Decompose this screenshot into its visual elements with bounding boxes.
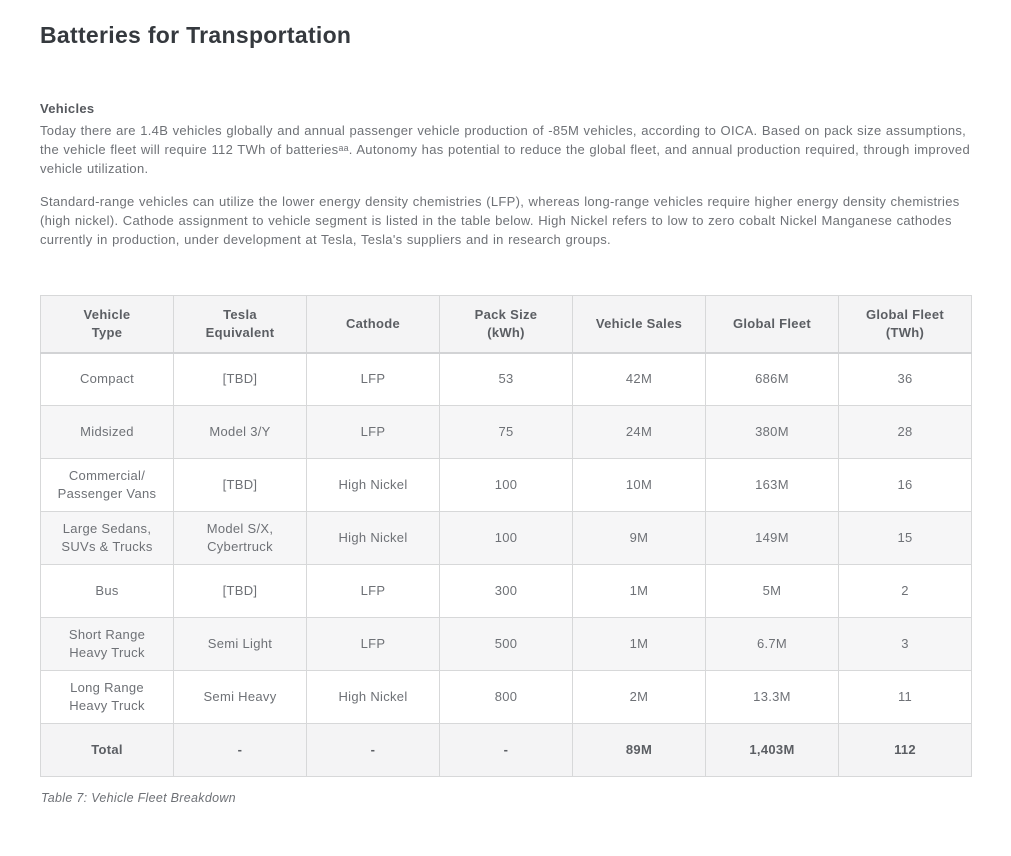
cell-pack-size: 300 <box>439 564 573 618</box>
cell-vehicle-sales: 2M <box>572 670 706 724</box>
column-header-cathode: Cathode <box>306 295 440 354</box>
cell-vehicle-type: Total <box>40 723 174 777</box>
cell-cathode: High Nickel <box>306 458 440 512</box>
cell-pack-size: 100 <box>439 458 573 512</box>
cell-vehicle-type: Short Range Heavy Truck <box>40 617 174 671</box>
cell-tesla-equivalent: [TBD] <box>173 458 307 512</box>
cell-global-fleet: 5M <box>705 564 839 618</box>
document-page: Batteries for Transportation Vehicles To… <box>0 22 1011 856</box>
paragraph-chemistry-assignment: Standard-range vehicles can utilize the … <box>40 194 960 247</box>
cell-pack-size: 800 <box>439 670 573 724</box>
cell-global-fleet: 380M <box>705 405 839 459</box>
section-heading-vehicles: Vehicles <box>40 101 95 116</box>
cell-global-fleet-twh: 11 <box>838 670 972 724</box>
table-row-large-sedans-suvs-trucks: Large Sedans, SUVs & Trucks Model S/X, C… <box>40 511 972 565</box>
table-caption: Table 7: Vehicle Fleet Breakdown <box>41 791 236 805</box>
cell-global-fleet-twh: 3 <box>838 617 972 671</box>
cell-pack-size: 53 <box>439 352 573 406</box>
cell-cathode: High Nickel <box>306 670 440 724</box>
cell-vehicle-sales: 1M <box>572 617 706 671</box>
table-header-row: Vehicle Type Tesla Equivalent Cathode Pa… <box>40 295 972 354</box>
cell-cathode: LFP <box>306 617 440 671</box>
column-header-vehicle-type: Vehicle Type <box>40 295 174 354</box>
table-row-bus: Bus [TBD] LFP 300 1M 5M 2 <box>40 564 972 618</box>
cell-pack-size: 100 <box>439 511 573 565</box>
column-header-global-fleet: Global Fleet <box>705 295 839 354</box>
table-row-total: Total - - - 89M 1,403M 112 <box>40 723 972 777</box>
cell-vehicle-sales: 89M <box>572 723 706 777</box>
cell-vehicle-sales: 24M <box>572 405 706 459</box>
cell-global-fleet: 1,403M <box>705 723 839 777</box>
cell-tesla-equivalent: [TBD] <box>173 352 307 406</box>
cell-cathode: - <box>306 723 440 777</box>
cell-vehicle-type: Commercial/ Passenger Vans <box>40 458 174 512</box>
cell-pack-size: 75 <box>439 405 573 459</box>
cell-tesla-equivalent: Model S/X, Cybertruck <box>173 511 307 565</box>
cell-cathode: LFP <box>306 352 440 406</box>
cell-vehicle-sales: 42M <box>572 352 706 406</box>
cell-global-fleet: 163M <box>705 458 839 512</box>
table-row-commercial-passenger-vans: Commercial/ Passenger Vans [TBD] High Ni… <box>40 458 972 512</box>
column-header-vehicle-sales: Vehicle Sales <box>572 295 706 354</box>
cell-global-fleet-twh: 36 <box>838 352 972 406</box>
cell-vehicle-type: Large Sedans, SUVs & Trucks <box>40 511 174 565</box>
cell-pack-size: 500 <box>439 617 573 671</box>
paragraph-vehicles-overview: Today there are 1.4B vehicles globally a… <box>40 123 970 176</box>
cell-vehicle-type: Compact <box>40 352 174 406</box>
cell-global-fleet: 686M <box>705 352 839 406</box>
cell-tesla-equivalent: Semi Light <box>173 617 307 671</box>
cell-global-fleet-twh: 112 <box>838 723 972 777</box>
table-row-compact: Compact [TBD] LFP 53 42M 686M 36 <box>40 352 972 406</box>
cell-tesla-equivalent: Model 3/Y <box>173 405 307 459</box>
cell-vehicle-type: Bus <box>40 564 174 618</box>
cell-pack-size: - <box>439 723 573 777</box>
cell-tesla-equivalent: Semi Heavy <box>173 670 307 724</box>
cell-global-fleet: 13.3M <box>705 670 839 724</box>
cell-global-fleet-twh: 2 <box>838 564 972 618</box>
cell-global-fleet-twh: 16 <box>838 458 972 512</box>
table-row-short-range-heavy-truck: Short Range Heavy Truck Semi Light LFP 5… <box>40 617 972 671</box>
column-header-tesla-equivalent: Tesla Equivalent <box>173 295 307 354</box>
cell-tesla-equivalent: - <box>173 723 307 777</box>
table-row-midsized: Midsized Model 3/Y LFP 75 24M 380M 28 <box>40 405 972 459</box>
cell-cathode: LFP <box>306 564 440 618</box>
page-title: Batteries for Transportation <box>40 22 352 48</box>
cell-vehicle-sales: 9M <box>572 511 706 565</box>
cell-vehicle-type: Long Range Heavy Truck <box>40 670 174 724</box>
cell-vehicle-type: Midsized <box>40 405 174 459</box>
cell-global-fleet-twh: 28 <box>838 405 972 459</box>
vehicle-fleet-table: Vehicle Type Tesla Equivalent Cathode Pa… <box>40 295 972 777</box>
cell-global-fleet-twh: 15 <box>838 511 972 565</box>
cell-global-fleet: 149M <box>705 511 839 565</box>
column-header-global-fleet-twh: Global Fleet (TWh) <box>838 295 972 354</box>
cell-cathode: LFP <box>306 405 440 459</box>
column-header-pack-size: Pack Size (kWh) <box>439 295 573 354</box>
cell-vehicle-sales: 10M <box>572 458 706 512</box>
cell-tesla-equivalent: [TBD] <box>173 564 307 618</box>
table-row-long-range-heavy-truck: Long Range Heavy Truck Semi Heavy High N… <box>40 670 972 724</box>
cell-vehicle-sales: 1M <box>572 564 706 618</box>
cell-global-fleet: 6.7M <box>705 617 839 671</box>
cell-cathode: High Nickel <box>306 511 440 565</box>
